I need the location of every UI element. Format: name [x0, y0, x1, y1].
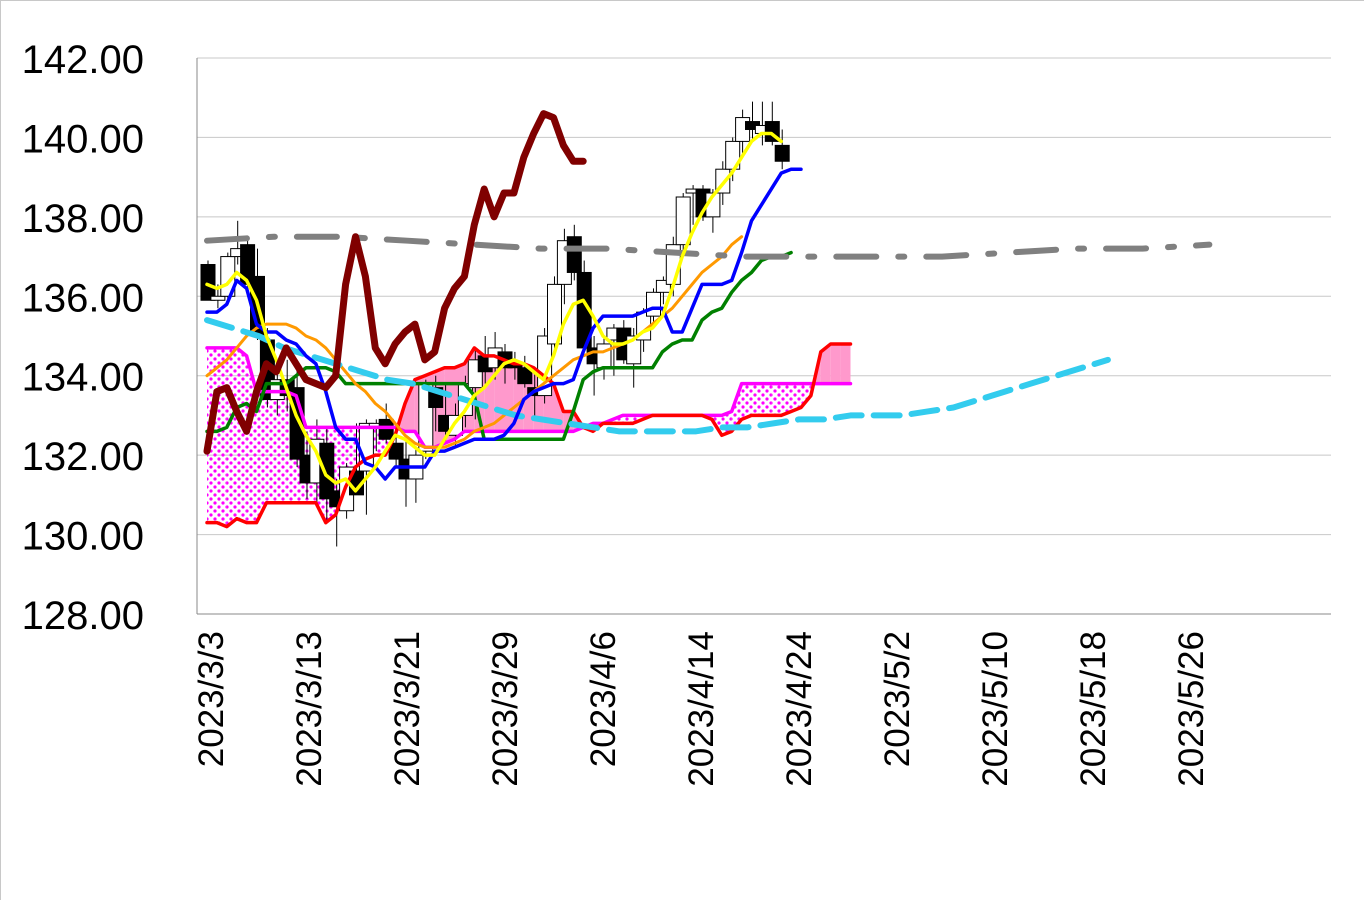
candle-body [646, 291, 661, 317]
candle [675, 193, 691, 257]
cloud-segment [216, 347, 227, 527]
candle-body [774, 144, 790, 162]
candle-body [319, 442, 335, 500]
y-axis-tick-labels: 142.00 140.00 138.00 136.00 134.00 132.00 130.… [22, 38, 144, 638]
gray-dashdot-line [204, 233, 1213, 260]
cloud-segment [751, 383, 762, 416]
candle-body [547, 283, 562, 345]
y-tick-label: 134.00 [22, 356, 144, 400]
candle-body [566, 236, 582, 273]
candle [547, 276, 562, 356]
x-tick-label: 2023/5/18 [1074, 631, 1113, 787]
candle-body [200, 264, 216, 301]
y-tick-label: 130.00 [22, 515, 144, 559]
candle-body [517, 367, 533, 385]
y-tick-label: 140.00 [22, 117, 144, 161]
candle [517, 355, 533, 388]
cloud-lower-line [205, 346, 853, 449]
cloud-segment [801, 383, 811, 408]
conversion-line [205, 131, 783, 493]
candle-body [210, 295, 226, 301]
y-tick-label: 142.00 [22, 38, 144, 82]
cloud-segment [820, 343, 831, 384]
cloud-segment [741, 383, 752, 420]
x-tick-label: 2023/4/14 [682, 631, 721, 787]
cloud-segment [276, 391, 287, 503]
candle [200, 260, 216, 301]
base-line [205, 167, 803, 481]
cloud-segment [405, 379, 415, 432]
candle [378, 403, 394, 444]
cloud-segment [622, 415, 633, 424]
x-tick-label: 2023/3/21 [388, 631, 427, 787]
x-tick-label: 2023/5/10 [976, 631, 1015, 787]
y-tick-label: 132.00 [22, 435, 144, 479]
cloud-segment [266, 391, 277, 503]
candle-body [378, 418, 394, 440]
x-tick-label: 2023/5/26 [1172, 631, 1211, 787]
cyan-dashed-line [204, 317, 1111, 435]
lagging-span [203, 110, 587, 455]
y-tick-label: 128.00 [22, 594, 144, 638]
cloud-segment [771, 383, 782, 416]
cloud-segment [840, 343, 851, 384]
cloud-segment [236, 347, 247, 523]
axes [196, 58, 1331, 615]
cloud-segment [781, 383, 792, 416]
cloud-segment [226, 347, 237, 527]
candle-body [655, 279, 671, 293]
x-tick-label: 2023/5/2 [878, 631, 917, 767]
candle-body [596, 343, 612, 369]
x-tick-label: 2023/3/3 [192, 631, 231, 767]
cloud-segment [830, 343, 841, 384]
x-tick-label: 2023/3/29 [486, 631, 525, 787]
x-tick-label: 2023/4/6 [584, 631, 623, 767]
cloud-segment [256, 391, 267, 523]
candle [655, 276, 671, 305]
y-tick-label: 138.00 [22, 197, 144, 241]
x-tick-label: 2023/3/13 [290, 631, 329, 787]
candle-body [675, 196, 691, 246]
cloud-segment [791, 383, 801, 412]
cloud-segment [761, 383, 772, 416]
candle [774, 129, 790, 170]
green-line [205, 250, 793, 442]
y-tick-label: 136.00 [22, 276, 144, 320]
cloud-segment [484, 355, 495, 432]
x-tick-label: 2023/4/24 [780, 631, 819, 787]
x-axis-tick-labels: 2023/3/3 2023/3/13 2023/3/21 2023/3/29 2023/… [192, 631, 1211, 787]
candle-body [626, 335, 642, 365]
indicator-lines [203, 110, 1213, 529]
orange-line [205, 235, 744, 449]
